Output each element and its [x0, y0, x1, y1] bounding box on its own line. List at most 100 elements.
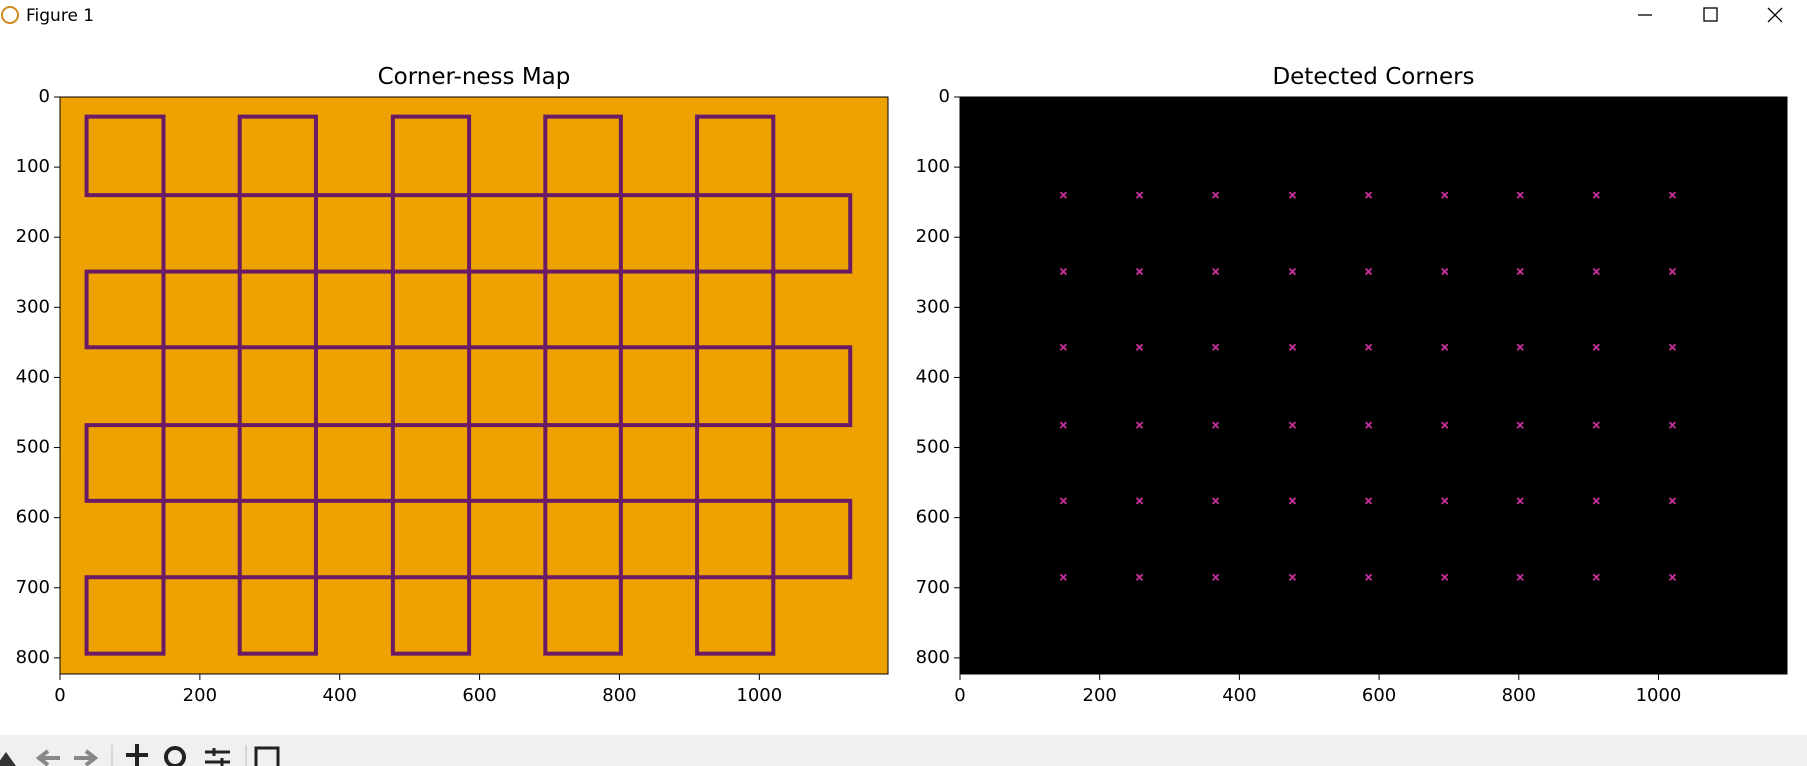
y-tick-label: 500: [16, 437, 50, 458]
axes-title: Detected Corners: [1272, 64, 1474, 90]
corner-marker: [1135, 191, 1144, 199]
corner-marker: [1135, 343, 1144, 351]
x-tick-label: 400: [323, 685, 357, 706]
corner-marker: [1364, 497, 1373, 505]
corner-marker: [1288, 421, 1297, 429]
edge-square: [390, 114, 472, 198]
corner-marker: [1135, 267, 1144, 276]
edge-square: [771, 193, 853, 274]
y-tick-label: 600: [16, 507, 50, 528]
corner-marker: [1516, 343, 1524, 351]
edge-square: [237, 575, 318, 656]
corner-marker: [1441, 267, 1449, 276]
corner-marker: [1135, 573, 1144, 581]
edge-square: [161, 345, 242, 428]
corner-marker: [1668, 421, 1677, 429]
corner-marker: [1364, 343, 1373, 351]
corner-marker: [1516, 497, 1524, 505]
y-tick-label: 100: [916, 156, 950, 177]
x-tick-label: 0: [54, 685, 65, 706]
edge-square: [390, 269, 472, 350]
edge-square: [467, 498, 548, 580]
maximize-button[interactable]: [1703, 7, 1718, 22]
corner-marker: [1288, 191, 1297, 199]
y-tick-label: 400: [916, 366, 950, 387]
y-tick-label: 200: [916, 226, 950, 247]
edge-square: [618, 193, 700, 274]
corner-marker: [1516, 191, 1524, 199]
title-bar: [0, 0, 1807, 32]
x-tick-label: 800: [1502, 685, 1536, 706]
corner-marker: [1059, 421, 1068, 429]
edge-square: [771, 345, 853, 428]
edge-square: [390, 423, 472, 503]
corner-marker: [1364, 573, 1373, 581]
corner-marker: [1059, 267, 1068, 276]
x-tick-label: 200: [1083, 685, 1117, 706]
save-button[interactable]: [254, 746, 280, 766]
edge-square: [84, 423, 166, 503]
edge-square: [543, 423, 623, 503]
toolbar: [0, 735, 1807, 766]
corner-marker: [1364, 267, 1373, 276]
y-tick-label: 800: [16, 647, 50, 668]
corner-marker: [1592, 267, 1600, 276]
app-icon: [1, 6, 19, 24]
home-button[interactable]: [0, 752, 16, 766]
x-tick-label: 600: [1362, 685, 1396, 706]
corner-marker: [1592, 573, 1600, 581]
y-tick-label: 700: [916, 577, 950, 598]
corner-marker: [1668, 191, 1677, 199]
axes-title: Corner-ness Map: [378, 64, 571, 90]
pan-button[interactable]: [126, 744, 148, 766]
corner-marker: [1288, 497, 1297, 505]
x-tick-label: 800: [602, 685, 636, 706]
edge-square: [543, 269, 623, 350]
edge-square: [390, 575, 472, 656]
back-button[interactable]: [35, 749, 60, 766]
edge-square: [467, 193, 548, 274]
edge-square: [618, 345, 700, 428]
corner-marker: [1441, 191, 1449, 199]
corner-marker: [1441, 497, 1449, 505]
edge-square: [543, 575, 623, 656]
corner-marker: [1516, 421, 1524, 429]
edge-square: [161, 498, 242, 580]
image-background: [60, 97, 888, 674]
edge-square: [695, 575, 776, 656]
close-button[interactable]: [1767, 7, 1783, 23]
y-tick-label: 0: [39, 86, 50, 107]
y-tick-label: 0: [939, 86, 950, 107]
corner-marker: [1212, 421, 1220, 429]
corner-marker: [1516, 267, 1524, 276]
axes-frame: [959, 96, 1788, 675]
corner-marker: [1212, 267, 1220, 276]
window-title: Figure 1: [26, 6, 94, 26]
y-tick-label: 700: [16, 577, 50, 598]
edge-square: [543, 114, 623, 198]
edge-square: [161, 193, 242, 274]
corner-marker: [1668, 573, 1677, 581]
corner-marker: [1592, 343, 1600, 351]
configure-button[interactable]: [205, 748, 230, 766]
corner-marker: [1212, 343, 1220, 351]
corner-marker: [1441, 421, 1449, 429]
forward-button[interactable]: [74, 749, 99, 766]
corner-marker: [1212, 573, 1220, 581]
edge-square: [313, 498, 395, 580]
corner-marker: [1364, 191, 1373, 199]
corner-marker: [1592, 497, 1600, 505]
zoom-button[interactable]: [164, 746, 186, 766]
image-background: [960, 97, 1787, 674]
edge-square: [695, 114, 776, 198]
corner-marker: [1059, 343, 1068, 351]
corner-marker: [1288, 267, 1297, 276]
corner-marker: [1668, 267, 1677, 276]
y-tick-label: 600: [916, 507, 950, 528]
corner-marker: [1288, 343, 1297, 351]
axes-frame: [59, 96, 889, 675]
axes: Corner-ness Map 0 200 400 600 800 1000 0 100 200 3…: [16, 64, 889, 706]
x-tick-label: 400: [1222, 685, 1256, 706]
y-tick-label: 300: [16, 296, 50, 317]
